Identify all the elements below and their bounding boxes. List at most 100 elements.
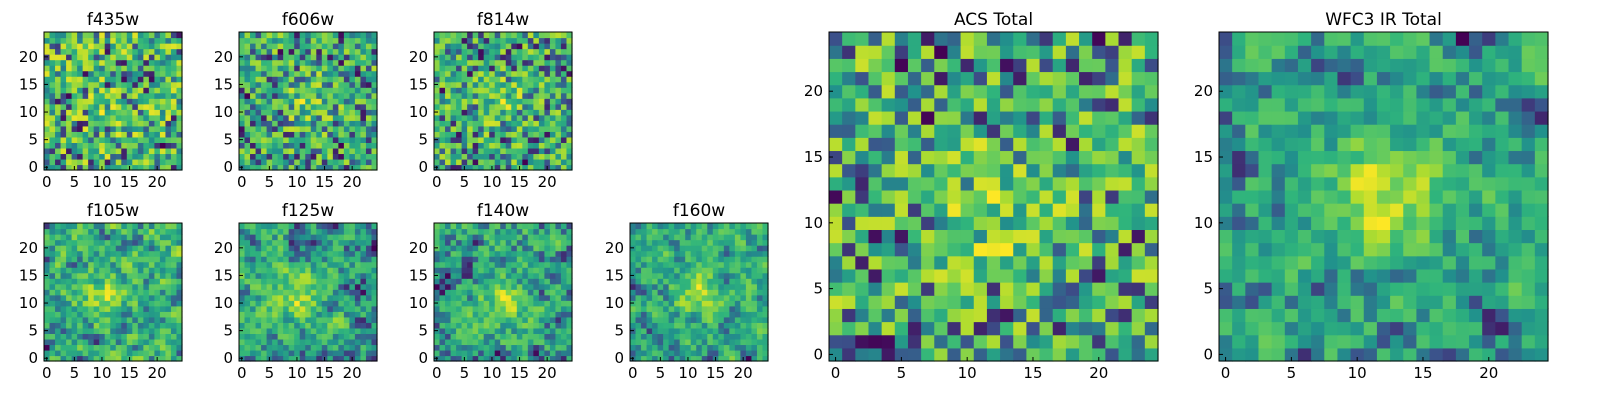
heatmap-cell — [272, 289, 279, 296]
heatmap-cell — [467, 158, 474, 166]
heatmap-cell — [762, 349, 769, 357]
heatmap-cell — [250, 349, 257, 357]
heatmap-cell — [439, 245, 446, 252]
heatmap-cell — [450, 272, 457, 279]
heatmap-cell — [338, 311, 345, 318]
heatmap-cell — [472, 109, 479, 116]
heatmap-cell — [126, 103, 133, 110]
heatmap-cell — [121, 289, 128, 296]
heatmap-cell — [690, 228, 697, 235]
heatmap-cell — [371, 322, 378, 329]
heatmap-cell — [560, 322, 568, 329]
heatmap-cell — [170, 65, 178, 72]
heatmap-cell — [1052, 295, 1067, 309]
heatmap-cell — [288, 355, 295, 362]
heatmap-cell — [283, 65, 290, 72]
heatmap-cell — [663, 283, 670, 290]
heatmap-cell — [365, 54, 373, 61]
heatmap-cell — [483, 283, 490, 290]
heatmap-cell — [494, 142, 501, 149]
heatmap-cell — [1118, 150, 1133, 165]
heatmap-cell — [360, 59, 367, 66]
heatmap-cell — [360, 239, 367, 246]
x-tick-label: 5 — [656, 364, 666, 382]
heatmap-cell — [148, 305, 155, 312]
heatmap-cell — [478, 32, 485, 39]
heatmap-cell — [1000, 137, 1014, 152]
heatmap-cell — [527, 98, 534, 105]
heatmap-cell — [467, 43, 474, 50]
heatmap-cell — [829, 255, 843, 270]
heatmap-cell — [154, 92, 161, 99]
heatmap-cell — [77, 250, 84, 257]
heatmap-cell — [500, 92, 507, 99]
heatmap-cell — [343, 278, 350, 285]
heatmap-cell — [1000, 203, 1014, 217]
y-tick-label: 5 — [28, 131, 38, 149]
heatmap-cell — [566, 125, 573, 132]
heatmap-cell — [707, 294, 714, 301]
heatmap-cell — [663, 289, 670, 296]
heatmap-cell — [93, 54, 100, 61]
heatmap-cell — [527, 305, 534, 312]
heatmap-cell — [500, 158, 507, 166]
heatmap-cell — [126, 114, 133, 121]
heatmap-cell — [338, 76, 345, 83]
heatmap-cell — [434, 239, 441, 246]
heatmap-cell — [511, 333, 518, 340]
heatmap-cell — [143, 234, 150, 241]
heatmap-cell — [115, 158, 122, 166]
heatmap-cell — [321, 316, 328, 323]
heatmap-cell — [316, 37, 323, 44]
heatmap-cell — [657, 283, 664, 290]
heatmap-cell — [99, 70, 106, 77]
y-tick-label: 5 — [28, 322, 38, 340]
heatmap-cell — [549, 344, 557, 351]
heatmap-cell — [354, 344, 362, 351]
heatmap-cell — [332, 349, 339, 357]
heatmap-cell — [663, 316, 670, 323]
heatmap-cell — [110, 228, 117, 235]
heatmap-cell — [868, 268, 883, 283]
heatmap-cell — [566, 239, 573, 246]
heatmap-cell — [1013, 242, 1027, 257]
heatmap-cell — [99, 234, 106, 241]
heatmap-cell — [723, 327, 730, 334]
heatmap-cell — [960, 203, 975, 217]
heatmap-cell — [49, 333, 56, 340]
heatmap-cell — [305, 338, 312, 346]
heatmap-cell — [360, 120, 367, 127]
heatmap-cell — [522, 283, 529, 290]
heatmap-cell — [165, 234, 172, 241]
heatmap-cell — [483, 81, 490, 88]
heatmap-cell — [299, 267, 306, 274]
heatmap-cell — [685, 333, 692, 340]
heatmap-cell — [255, 48, 262, 55]
heatmap-cell — [71, 32, 78, 39]
heatmap-cell — [641, 234, 648, 241]
heatmap-cell — [690, 272, 697, 279]
heatmap-cell — [332, 338, 339, 346]
heatmap-cell — [310, 70, 317, 77]
heatmap-cell — [1065, 216, 1080, 230]
heatmap-cell — [489, 283, 496, 290]
heatmap-cell — [239, 322, 246, 329]
heatmap-cell — [505, 245, 512, 252]
heatmap-cell — [461, 136, 468, 143]
heatmap-cell — [55, 272, 62, 279]
heatmap-cell — [907, 229, 922, 244]
heatmap-cell — [343, 136, 350, 143]
heatmap-cell — [316, 158, 323, 166]
heatmap-cell — [1131, 137, 1146, 152]
heatmap-cell — [310, 355, 317, 362]
heatmap-cell — [255, 153, 262, 160]
heatmap-cell — [99, 48, 106, 55]
heatmap-cell — [343, 333, 350, 340]
heatmap-cell — [478, 43, 485, 50]
heatmap-cell — [712, 245, 719, 252]
heatmap-cell — [467, 322, 474, 329]
heatmap-cell — [439, 81, 446, 88]
heatmap-cell — [332, 136, 339, 143]
heatmap-cell — [159, 120, 167, 127]
heatmap-cell — [718, 278, 725, 285]
